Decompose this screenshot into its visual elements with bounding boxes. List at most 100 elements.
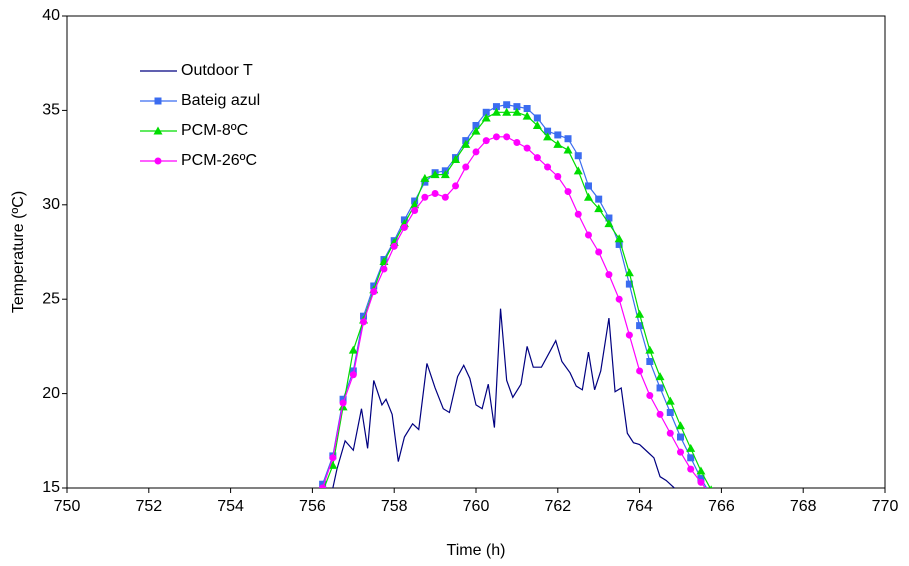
marker: [319, 480, 327, 488]
y-tick-label: 40: [42, 7, 60, 24]
marker: [492, 103, 500, 111]
marker: [686, 443, 696, 452]
marker: [421, 178, 429, 186]
plot-area: [319, 101, 713, 488]
marker: [636, 322, 644, 330]
x-tick-label: 766: [708, 498, 735, 515]
marker: [533, 114, 541, 122]
marker: [430, 170, 440, 179]
marker: [697, 478, 705, 486]
marker: [554, 172, 562, 180]
legend-marker: [153, 126, 163, 135]
legend-label: PCM-26ºC: [181, 152, 257, 169]
marker: [584, 182, 592, 190]
x-axis-title: Time (h): [447, 542, 506, 559]
marker: [646, 391, 654, 399]
marker: [573, 166, 583, 175]
marker: [574, 210, 582, 218]
marker: [697, 475, 705, 483]
marker: [360, 318, 368, 326]
x-tick-label: 756: [299, 498, 326, 515]
marker: [636, 367, 644, 375]
marker: [452, 182, 460, 190]
marker: [482, 108, 490, 116]
legend-label: Bateig azul: [181, 92, 260, 109]
marker: [513, 138, 521, 146]
marker: [421, 193, 429, 201]
marker: [595, 195, 603, 203]
marker: [461, 139, 471, 148]
marker: [645, 345, 655, 354]
marker: [472, 122, 480, 130]
marker: [420, 173, 430, 182]
marker: [604, 219, 614, 228]
marker: [543, 132, 553, 141]
legend-label: PCM-8ºC: [181, 122, 248, 139]
plot-frame: [66, 15, 886, 489]
y-tick-label: 20: [42, 385, 60, 402]
marker: [709, 485, 713, 488]
marker: [523, 144, 531, 152]
marker: [687, 465, 695, 473]
series-line: [322, 136, 707, 488]
y-tick-label: 15: [42, 479, 60, 496]
marker: [523, 105, 531, 113]
marker: [339, 399, 347, 407]
marker: [583, 192, 593, 201]
y-tick-label: 35: [42, 102, 60, 119]
marker: [339, 395, 347, 403]
marker: [625, 280, 633, 288]
marker: [522, 111, 532, 120]
marker: [503, 133, 511, 141]
marker: [440, 170, 450, 179]
marker: [625, 331, 633, 339]
marker: [635, 309, 645, 318]
marker: [564, 188, 572, 196]
marker: [615, 295, 623, 303]
x-tick-label: 762: [544, 498, 571, 515]
marker: [472, 148, 480, 156]
marker: [553, 139, 563, 148]
x-tick-label: 758: [381, 498, 408, 515]
x-tick-label: 764: [626, 498, 653, 515]
marker: [462, 163, 470, 171]
marker: [656, 384, 664, 392]
marker: [410, 200, 420, 209]
marker: [512, 107, 522, 116]
marker: [533, 154, 541, 162]
x-tick-label: 752: [135, 498, 162, 515]
marker: [676, 421, 685, 430]
marker: [411, 206, 419, 214]
x-tick-label: 760: [463, 498, 490, 515]
marker: [595, 248, 603, 256]
x-tick-label: 770: [872, 498, 899, 515]
series-line: [323, 111, 711, 488]
marker: [451, 154, 461, 163]
marker: [513, 103, 521, 111]
marker: [646, 358, 654, 366]
series-line: [322, 104, 708, 488]
marker: [677, 448, 684, 456]
x-tick-label: 750: [54, 498, 81, 515]
marker: [349, 371, 357, 379]
legend-label: Outdoor T: [181, 62, 253, 79]
marker: [615, 240, 623, 248]
marker: [431, 189, 439, 197]
marker: [349, 367, 357, 375]
marker: [329, 454, 337, 462]
marker: [400, 223, 408, 231]
marker: [666, 408, 674, 416]
series-line: [332, 308, 676, 488]
marker: [605, 271, 613, 279]
y-axis-title: Temperature (ºC): [10, 191, 27, 313]
marker: [502, 107, 512, 116]
marker: [665, 396, 675, 405]
marker: [544, 127, 552, 135]
marker: [624, 268, 634, 277]
marker: [614, 234, 624, 243]
marker: [687, 454, 695, 462]
marker: [655, 372, 665, 381]
marker: [492, 133, 500, 141]
marker: [328, 460, 338, 469]
marker: [594, 204, 604, 213]
